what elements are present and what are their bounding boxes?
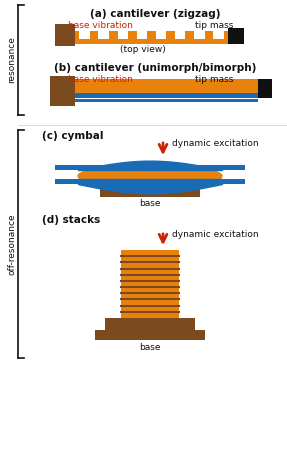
Bar [98, 31, 109, 39]
Text: (c) cymbal: (c) cymbal [42, 131, 104, 141]
Bar [194, 31, 205, 39]
Text: (b) cantilever (unimorph/bimorph): (b) cantilever (unimorph/bimorph) [54, 63, 256, 73]
Text: tip mass: tip mass [195, 75, 233, 84]
Text: (a) cantilever (zigzag): (a) cantilever (zigzag) [90, 9, 220, 19]
Bar [55, 24, 75, 46]
Bar [55, 165, 245, 170]
Bar [118, 31, 128, 39]
Text: base: base [139, 343, 161, 352]
Bar [105, 318, 195, 330]
Bar [55, 179, 245, 184]
Bar [213, 31, 224, 39]
Text: tip mass: tip mass [195, 21, 233, 30]
Bar [156, 31, 166, 39]
Bar [175, 31, 185, 39]
Text: resonance: resonance [7, 37, 16, 83]
Bar [137, 31, 147, 39]
Text: base vibration: base vibration [68, 21, 133, 30]
Bar [75, 99, 258, 102]
Bar [75, 79, 258, 93]
Text: dynamic excitation: dynamic excitation [172, 139, 259, 148]
Bar [75, 31, 228, 44]
Bar [79, 31, 90, 39]
Bar [50, 76, 75, 106]
Text: dynamic excitation: dynamic excitation [172, 230, 259, 239]
Polygon shape [78, 165, 222, 187]
Bar [228, 28, 244, 44]
Text: (d) stacks: (d) stacks [42, 215, 100, 225]
Bar [121, 250, 179, 318]
Bar [100, 185, 200, 197]
Bar [258, 79, 272, 98]
Text: off-resonance: off-resonance [7, 213, 16, 275]
Text: (top view): (top view) [120, 45, 166, 54]
Text: base: base [139, 199, 161, 208]
Bar [75, 93, 258, 98]
Bar [95, 330, 205, 340]
Text: base vibration: base vibration [68, 75, 133, 84]
